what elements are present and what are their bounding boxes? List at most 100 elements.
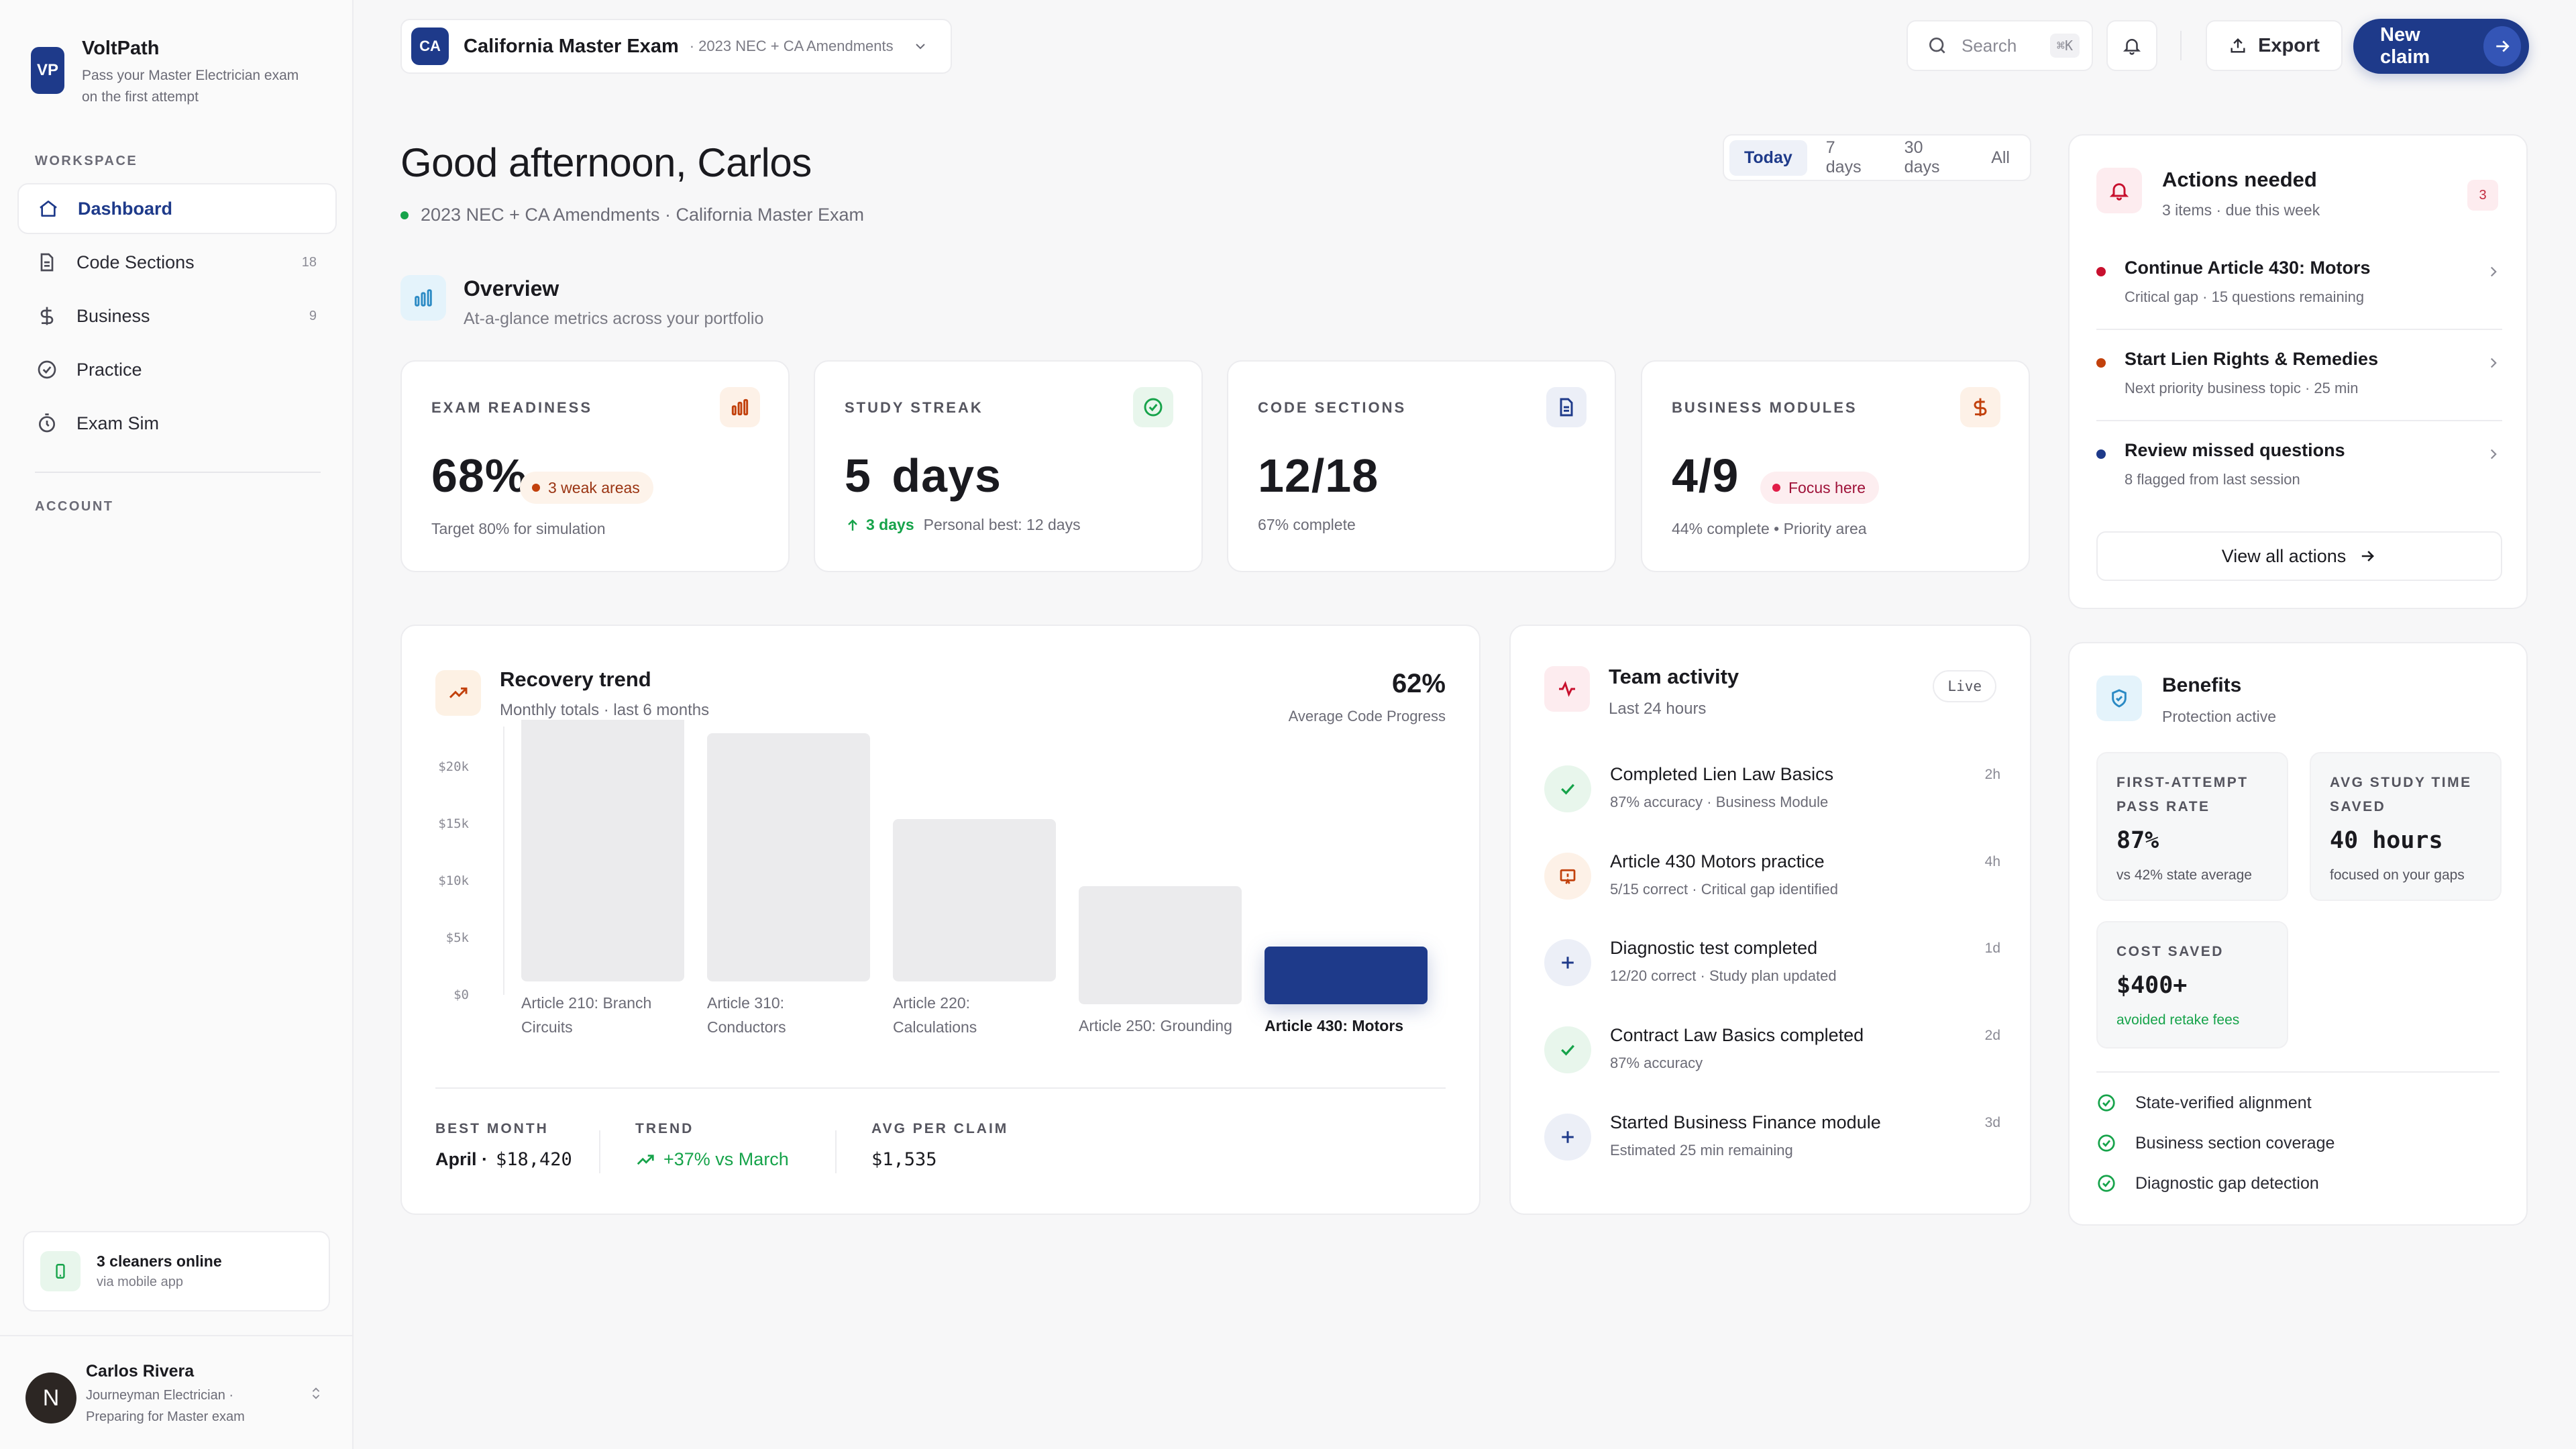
brand-logo: VP xyxy=(31,47,64,94)
actions-title: Actions needed xyxy=(2162,168,2317,191)
list-item[interactable]: Started Business Finance module Estimate… xyxy=(1544,1108,2000,1182)
metric-note-text: Personal best: 12 days xyxy=(923,516,1081,533)
metric-card-study-streak[interactable]: STUDY STREAK 5 days 3 days Personal best… xyxy=(814,360,1203,572)
overview-title: Overview xyxy=(464,276,559,301)
bar-chart: $0 $5k $10k $15k $20k Article 210: Branch Circ… xyxy=(438,720,1428,1036)
document-icon xyxy=(1546,387,1587,427)
tab-7-days[interactable]: 7 days xyxy=(1825,138,1862,176)
activity-sub: 5/15 correct · Critical gap identified xyxy=(1610,881,1838,898)
live-badge: Live xyxy=(1933,670,1996,702)
trend-title: Recovery trend xyxy=(500,667,651,691)
document-icon xyxy=(40,253,54,272)
trending-up-icon xyxy=(435,670,481,716)
export-label: Export xyxy=(2258,34,2320,56)
user-profile[interactable]: N Carlos Rivera Journeyman Electrician ·… xyxy=(0,1335,354,1449)
benefit-item: Business section coverage xyxy=(2096,1133,2334,1153)
y-tick-label: $5k xyxy=(446,930,470,945)
metric-card-business-modules[interactable]: BUSINESS MODULES 4/9 Focus here 44% comp… xyxy=(1641,360,2030,572)
sidebar-divider xyxy=(35,472,321,473)
export-button[interactable]: Export xyxy=(2206,20,2343,71)
bar-chart-icon xyxy=(720,387,760,427)
sidebar-item-practice[interactable]: Practice xyxy=(17,344,337,395)
chart-bar[interactable] xyxy=(893,819,1056,981)
team-subtitle: Last 24 hours xyxy=(1609,700,1707,718)
sidebar-item-count: 9 xyxy=(309,308,317,323)
y-tick-label: $10k xyxy=(438,873,469,888)
plus-icon xyxy=(1544,939,1591,986)
action-item[interactable]: Review missed questions 8 flagged from l… xyxy=(2096,420,2502,510)
trend-subtitle: Monthly totals · last 6 months xyxy=(500,701,710,719)
metric-note-text: 67% complete xyxy=(1258,516,1356,533)
sidebar-item-dashboard[interactable]: Dashboard xyxy=(17,183,337,234)
activity-time: 2h xyxy=(1984,767,2000,782)
activity-title: Started Business Finance module xyxy=(1610,1112,1881,1132)
activity-sub: 87% accuracy · Business Module xyxy=(1610,794,1829,810)
online-status-card[interactable]: 3 cleaners online via mobile app xyxy=(23,1231,330,1311)
chevron-right-icon xyxy=(2490,358,2497,368)
action-item[interactable]: Start Lien Rights & Remedies Next priori… xyxy=(2096,329,2502,419)
priority-dot xyxy=(2096,358,2106,368)
list-item[interactable]: Article 430 Motors practice 5/15 correct… xyxy=(1544,847,2000,921)
chart-bar[interactable] xyxy=(707,733,870,981)
tab-30-days[interactable]: 30 days xyxy=(1904,138,1940,176)
trend-stat: TREND +37% vs March xyxy=(635,1121,789,1170)
stat-value: $400+ xyxy=(2116,972,2188,999)
bar-chart-icon xyxy=(400,275,446,321)
exam-selector[interactable]: CA California Master Exam · 2023 NEC + C… xyxy=(400,19,952,74)
benefit-label: State-verified alignment xyxy=(2135,1093,2312,1112)
date-range-tabs: Today 7 days 30 days All xyxy=(1723,134,2031,181)
y-tick-label: $15k xyxy=(438,816,469,831)
shield-icon xyxy=(2096,676,2142,721)
search-input[interactable]: Search ⌘K xyxy=(1907,20,2093,71)
check-circle-icon xyxy=(38,360,56,379)
new-claim-button[interactable]: New claim xyxy=(2353,19,2529,74)
chevron-updown-icon[interactable] xyxy=(309,1383,323,1403)
sidebar-item-code-sections[interactable]: Code Sections 18 xyxy=(17,237,337,288)
metric-note-text: Target 80% for simulation xyxy=(431,520,606,537)
notifications-button[interactable] xyxy=(2106,20,2157,71)
metric-label: CODE SECTIONS xyxy=(1258,399,1407,416)
sidebar-item-business[interactable]: Business 9 xyxy=(17,290,337,341)
check-circle-icon xyxy=(2098,1094,2115,1112)
action-item[interactable]: Continue Article 430: Motors Critical ga… xyxy=(2096,247,2502,337)
trend-delta: +37% vs March xyxy=(663,1149,789,1169)
stat-value: 40 hours xyxy=(2330,827,2443,854)
tab-today[interactable]: Today xyxy=(1729,140,1807,176)
activity-time: 4h xyxy=(1984,854,2000,869)
list-item[interactable]: Completed Lien Law Basics 87% accuracy ·… xyxy=(1544,760,2000,834)
check-circle-icon xyxy=(2098,1134,2115,1152)
chart-bar[interactable] xyxy=(1265,947,1428,1004)
stat-value: April · $18,420 xyxy=(435,1149,572,1170)
best-month-amount: $18,420 xyxy=(496,1149,572,1170)
exam-name: California Master Exam xyxy=(464,35,679,57)
action-title: Start Lien Rights & Remedies xyxy=(2125,349,2379,369)
tab-all[interactable]: All xyxy=(1991,148,2010,167)
x-tick-label: Article 310: xyxy=(707,994,784,1012)
stat-value: +37% vs March xyxy=(635,1149,789,1170)
view-all-actions-button[interactable]: View all actions xyxy=(2096,531,2502,581)
list-item[interactable]: Diagnostic test completed 12/20 correct … xyxy=(1544,934,2000,1008)
metric-card-exam-readiness[interactable]: EXAM READINESS 68% 3 weak areas Target 8… xyxy=(400,360,790,572)
trend-average-value: 62% xyxy=(1391,669,1446,698)
list-item[interactable]: Contract Law Basics completed 87% accura… xyxy=(1544,1021,2000,1095)
chart-bar[interactable] xyxy=(1079,886,1242,1004)
x-tick-label: Calculations xyxy=(893,1018,977,1036)
stat-card-cost-saved: COST SAVED $400+ avoided retake fees xyxy=(2096,921,2288,1049)
priority-dot xyxy=(2096,267,2106,276)
activity-sub: Estimated 25 min remaining xyxy=(1610,1142,1793,1159)
brand[interactable]: VP VoltPath Pass your Master Electrician… xyxy=(31,36,310,108)
warning-icon xyxy=(1544,853,1591,900)
chart-bar[interactable] xyxy=(521,720,684,981)
stat-value: $1,535 xyxy=(871,1149,937,1170)
search-placeholder: Search xyxy=(1962,35,2017,56)
sidebar-item-exam-sim[interactable]: Exam Sim xyxy=(17,398,337,449)
stat-card-pass-rate: FIRST-ATTEMPT PASS RATE 87% vs 42% state… xyxy=(2096,752,2288,901)
status-dot xyxy=(532,484,540,492)
trend-divider xyxy=(435,1087,1446,1089)
activity-sub: 87% accuracy xyxy=(1610,1055,1703,1071)
best-month-stat: BEST MONTH April · $18,420 xyxy=(435,1121,572,1170)
stat-sub: avoided retake fees xyxy=(2116,1012,2240,1028)
metric-label: BUSINESS MODULES xyxy=(1672,399,1858,416)
metric-card-code-sections[interactable]: CODE SECTIONS 12/18 67% complete xyxy=(1227,360,1616,572)
bell-icon xyxy=(2096,168,2142,213)
